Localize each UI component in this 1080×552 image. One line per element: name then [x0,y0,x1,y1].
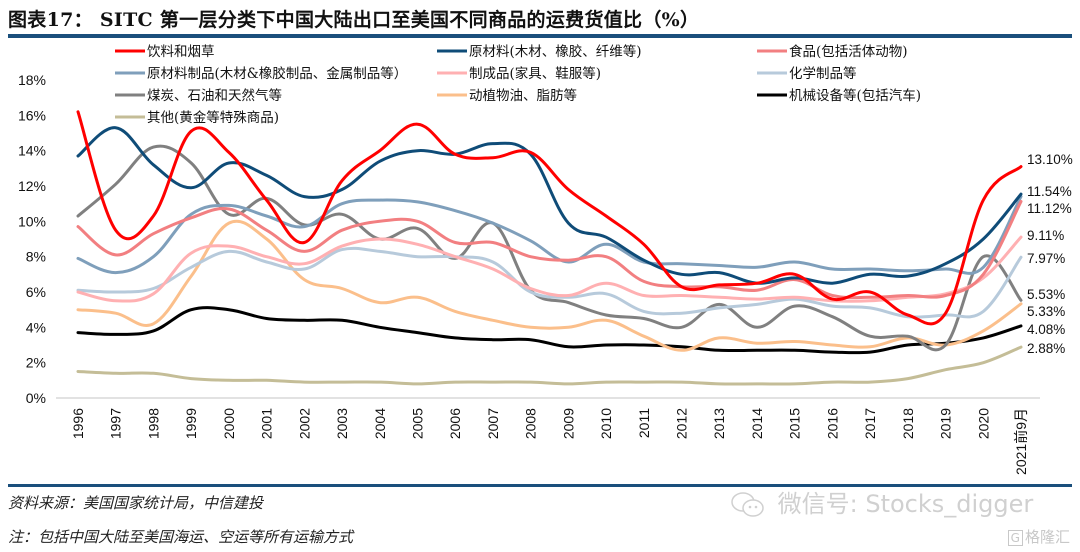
legend-label: 食品(包括活体动物) [789,43,908,60]
legend-label: 制成品(家具、鞋服等) [469,65,601,82]
x-tick-label: 2018 [900,408,916,439]
y-tick-label: 0% [26,390,46,406]
x-tick-label: 2003 [334,408,350,439]
watermark: 微信号: Stocks_digger [730,484,1033,519]
series-line-4 [76,235,1023,303]
legend-item: 动植物油、脂肪等 [437,87,577,104]
x-tick-label: 1997 [108,408,124,439]
legend-label: 化学制品等 [789,65,857,82]
source-note: 资料来源：美国国家统计局，中信建投 [8,494,264,512]
x-tick-label: 2001 [259,408,275,439]
x-tick-label: 2011 [636,408,652,438]
end-value-label: 13.10% [1027,152,1073,167]
x-tick-label: 2019 [938,408,954,439]
legend-item: 食品(包括活体动物) [757,43,908,60]
series-line-2 [76,200,1023,300]
end-value-label: 4.08% [1027,322,1065,337]
brand-badge: G 格隆汇 [1007,526,1070,547]
y-tick-label: 8% [26,249,46,265]
y-axis: 0% 2% 4% 6% 8% 10% 12% 14% 16% 18% [18,72,46,406]
legend-label: 原材料制品(木材&橡胶制品、金属制品等） [147,65,407,82]
x-tick-label: 2013 [711,408,727,439]
end-value-label: 5.33% [1027,304,1065,319]
series-line-7 [76,219,1023,352]
footer-divider [8,484,1072,487]
x-tick-label: 2017 [862,408,878,439]
legend-item: 原材料(木材、橡胶、纤维等) [437,43,642,60]
y-tick-label: 14% [18,143,46,159]
x-tick-label: 2008 [523,408,539,439]
series-line-3 [76,195,1023,275]
x-tick-label: 2005 [409,408,425,439]
x-tick-label: 1996 [70,408,86,439]
figure-title: 图表17： SITC 第一层分类下中国大陆出口至美国不同商品的运费货值比（%） [8,9,700,31]
legend-label: 机械设备等(包括汽车) [789,87,921,104]
y-tick-label: 10% [18,213,46,229]
y-tick-label: 16% [18,107,46,123]
x-tick-label: 2015 [787,408,803,439]
footnote: 注：包括中国大陆至美国海运、空运等所有运输方式 [8,528,354,546]
end-value-label: 11.54% [1027,184,1072,199]
series-line-1 [76,126,1023,285]
x-tick-label: 2010 [598,408,614,439]
legend-item: 原材料制品(木材&橡胶制品、金属制品等） [115,65,407,82]
legend-item: 机械设备等(包括汽车) [757,87,921,104]
brand-badge-text: 格隆汇 [1024,528,1070,546]
x-tick-label: 2012 [674,408,690,439]
end-value-label: 7.97% [1027,251,1065,266]
legend-item: 饮料和烟草 [115,44,215,60]
legend-label: 其他(黄金等特殊商品) [147,109,279,126]
legend-label: 饮料和烟草 [147,44,215,60]
series-line-5 [76,246,1023,319]
series-line-9 [76,345,1023,386]
y-tick-label: 6% [26,284,46,300]
legend-item: 煤炭、石油和天然气等 [115,87,282,104]
series-line-8 [76,306,1023,355]
series-lines [76,110,1023,386]
x-tick-label: 2009 [560,408,576,439]
legend-label: 原材料(木材、橡胶、纤维等) [469,43,642,60]
y-tick-label: 12% [18,178,46,194]
x-tick-label: 1998 [145,408,161,439]
x-tick-label: 2000 [221,408,237,439]
end-value-label: 11.12% [1027,201,1072,216]
series-line-6 [76,144,1023,352]
watermark-text: 微信号: Stocks_digger [777,490,1034,518]
legend-item: 制成品(家具、鞋服等) [437,65,601,82]
legend: 饮料和烟草 原材料(木材、橡胶、纤维等) 食品(包括活体动物) 原材料制品(木材&橡胶… [115,43,921,126]
line-chart: 0%2%4%6%8%10%12%14%16%18% 1996 1997 1998 19… [18,43,1073,475]
x-tick-label: 2016 [824,408,840,439]
x-tick-label: 2007 [485,408,501,439]
y-tick-label: 2% [26,355,46,371]
end-value-label: 5.53% [1027,287,1065,302]
end-value-label: 2.88% [1027,341,1065,356]
x-tick-label: 2021前9月 [1013,408,1029,475]
legend-item: 其他(黄金等特殊商品) [115,109,279,126]
y-tick-label: 18% [18,72,46,88]
x-tick-label: 2014 [749,408,765,439]
brand-logo-icon: G [1007,529,1023,546]
legend-label: 动植物油、脂肪等 [469,87,577,104]
legend-item: 化学制品等 [757,65,857,82]
series-line-0 [76,110,1023,326]
y-tick-label: 4% [26,319,46,335]
x-tick-label: 1999 [183,408,199,439]
end-labels: 13.10% 11.54% 11.12% 9.11% 7.97% 5.53% 5.33% 4.… [1027,152,1073,356]
legend-label: 煤炭、石油和天然气等 [147,87,282,104]
x-tick-label: 2006 [447,408,463,439]
end-value-label: 9.11% [1027,228,1064,243]
x-tick-label: 2002 [296,408,312,439]
x-axis: 1996 1997 1998 1999 2000 2001 2002 2003 2004 2005… [70,408,1029,475]
x-tick-label: 2004 [372,408,388,439]
x-tick-label: 2020 [975,408,991,439]
title-divider [8,34,1072,38]
wechat-icon [731,492,764,517]
